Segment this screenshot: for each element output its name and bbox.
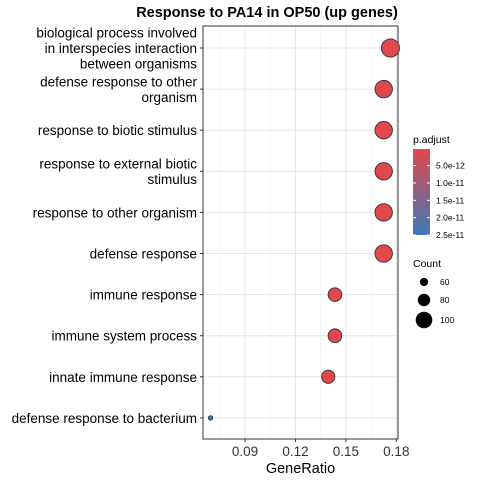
category-label-line: between organisms	[80, 57, 197, 72]
colorbar-tick-label: 1.5e-11	[436, 195, 464, 205]
category-labels: biological process involved in interspeci…	[12, 26, 203, 426]
category-label: defense response to bacterium	[12, 411, 197, 426]
category-label-line: immune response	[90, 288, 197, 303]
x-axis: 0.09 0.12 0.15 0.18	[232, 439, 409, 459]
category-label: innate immune response	[49, 370, 197, 385]
data-point	[327, 328, 343, 343]
plot-panel-border	[202, 25, 399, 440]
data-point	[321, 369, 336, 384]
p-adjust-legend-ticks: 5.0e-12 1.0e-11 1.5e-11 2.0e-11 2.5e-11	[413, 161, 465, 240]
p-adjust-legend-title: p.adjust	[413, 134, 450, 146]
colorbar-tick-label: 1.0e-11	[436, 178, 464, 188]
category-label-line: in interspecies interaction	[45, 41, 197, 56]
count-legend-title: Count	[413, 258, 441, 270]
points	[207, 38, 400, 421]
category-label: response to other organism	[33, 205, 197, 220]
category-label-line: defense response to other	[40, 74, 197, 89]
category-label-line: defense response to bacterium	[12, 411, 197, 426]
category-label-line: response to biotic stimulus	[38, 123, 197, 138]
count-legend: Count 60 80 100	[413, 258, 454, 329]
x-tick-label: 0.12	[282, 444, 308, 459]
x-tick-label: 0.09	[232, 444, 258, 459]
data-point	[374, 79, 393, 99]
category-label-line: organism	[141, 90, 197, 105]
data-point	[327, 287, 343, 302]
data-point	[374, 244, 393, 263]
count-legend-dot	[419, 277, 429, 287]
p-adjust-colorbar	[413, 149, 430, 235]
category-label: immune system process	[51, 329, 197, 344]
grid	[203, 26, 398, 439]
count-legend-dot	[417, 293, 431, 307]
chart-title: Response to PA14 in OP50 (up genes)	[136, 5, 398, 21]
count-legend-dot	[415, 311, 433, 329]
count-legend-label: 100	[440, 315, 454, 325]
data-point	[380, 38, 400, 58]
category-label: biological process involved in interspeci…	[36, 26, 197, 72]
data-point	[207, 415, 214, 421]
category-label: defense response to other organism	[40, 74, 197, 105]
category-label: response to biotic stimulus	[38, 123, 197, 138]
data-point	[374, 162, 393, 181]
category-label-line: innate immune response	[49, 370, 197, 385]
category-label: defense response	[90, 247, 197, 262]
category-label-line: stimulus	[147, 172, 197, 187]
x-tick-label: 0.15	[333, 444, 359, 459]
x-axis-label: GeneRatio	[266, 461, 335, 477]
category-label-line: defense response	[90, 247, 197, 262]
x-tick-label: 0.18	[383, 444, 409, 459]
count-legend-label: 60	[440, 277, 450, 287]
p-adjust-legend: p.adjust 5.0e-12 1.0e-11 1.5e-11 2.0e-11 2.5…	[413, 134, 465, 240]
category-label-line: response to other organism	[33, 205, 197, 220]
count-legend-entries: 60 80 100	[415, 277, 454, 329]
count-legend-label: 80	[440, 295, 450, 305]
category-label: response to external biotic stimulus	[39, 157, 197, 188]
category-label-line: immune system process	[51, 329, 197, 344]
category-label-line: biological process involved	[36, 26, 197, 41]
colorbar-tick-label: 2.5e-11	[436, 230, 464, 240]
category-label: immune response	[90, 288, 197, 303]
colorbar-tick-label: 2.0e-11	[436, 213, 464, 223]
colorbar-tick-label: 5.0e-12	[436, 161, 465, 171]
data-point	[374, 121, 393, 140]
category-label-line: response to external biotic	[39, 157, 197, 172]
data-point	[374, 203, 393, 222]
